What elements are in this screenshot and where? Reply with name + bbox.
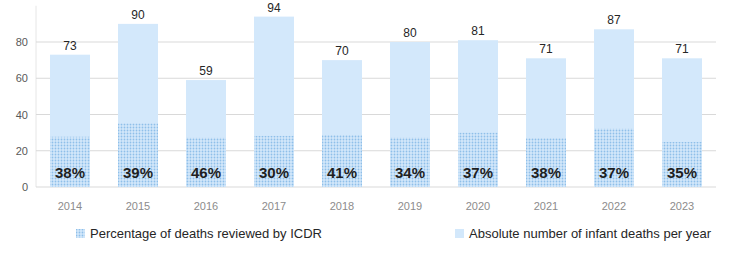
percent-label: 39% [123,164,153,181]
total-bar [186,80,226,187]
x-tick-label: 2023 [670,200,694,212]
percent-label: 38% [531,164,561,181]
total-bar [526,58,566,187]
total-bar [254,17,294,187]
x-tick-label: 2019 [398,200,422,212]
x-tick-label: 2015 [126,200,150,212]
y-tick-label: 80 [16,36,28,48]
total-label: 70 [335,44,349,58]
reviewed-bar [458,133,498,187]
total-label: 71 [675,42,689,56]
total-bar [50,55,90,187]
x-tick-label: 2016 [194,200,218,212]
total-bar [390,42,430,187]
reviewed-bar [594,129,634,187]
y-tick-label: 40 [16,109,28,121]
total-bar [458,40,498,187]
reviewed-bar [118,123,158,187]
percent-label: 41% [327,164,357,181]
x-tick-label: 2014 [58,200,82,212]
x-tick-label: 2022 [602,200,626,212]
x-tick-label: 2017 [262,200,286,212]
percent-label: 37% [463,164,493,181]
total-bar [662,58,702,187]
legend-swatch [76,229,85,238]
total-label: 87 [607,13,621,27]
reviewed-bar [526,138,566,187]
y-axis-line [36,6,37,187]
reviewed-bar [322,135,362,187]
total-bar [322,60,362,187]
total-label: 81 [471,24,485,38]
legend-label: Percentage of deaths reviewed by ICDR [90,226,322,241]
y-tick-label: 60 [16,72,28,84]
total-label: 71 [539,42,553,56]
chart: 0 20 40 60 80 73 38% 2014 90 39% 2015 59 46% 2016 94 30… [0,0,730,253]
reviewed-bar [390,138,430,187]
y-tick-label: 0 [22,181,28,193]
y-tick-label: 20 [16,145,28,157]
reviewed-bar [186,138,226,187]
percent-label: 46% [191,164,221,181]
x-tick-label: 2021 [534,200,558,212]
total-label: 59 [199,64,213,78]
total-label: 94 [267,1,281,15]
percent-label: 34% [395,164,425,181]
reviewed-bar [254,136,294,187]
legend-label: Absolute number of infant deaths per yea… [469,226,712,241]
percent-label: 30% [259,164,289,181]
reviewed-bar [662,142,702,187]
x-tick-label: 2018 [330,200,354,212]
legend-swatch [455,229,464,238]
total-label: 73 [63,39,77,53]
total-label: 90 [131,8,145,22]
total-bar [594,29,634,187]
percent-label: 38% [55,164,85,181]
total-label: 80 [403,26,417,40]
x-tick-label: 2020 [466,200,490,212]
total-bar [118,24,158,187]
percent-label: 35% [667,164,697,181]
percent-label: 37% [599,164,629,181]
reviewed-bar [50,137,90,187]
